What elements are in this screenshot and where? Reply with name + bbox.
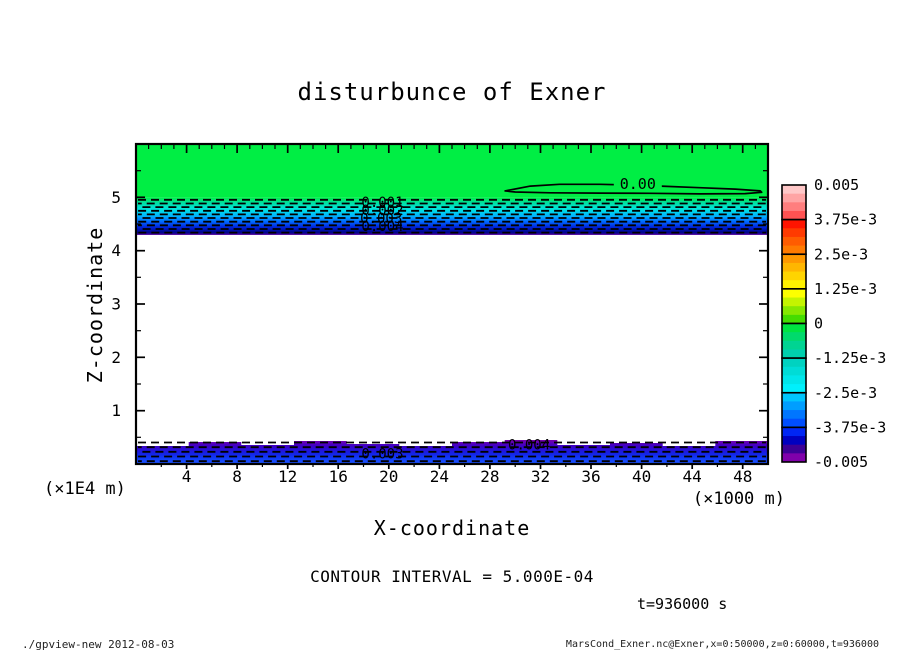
z-tick-label: 5 xyxy=(111,188,121,207)
z-axis-title: Z-coordinate xyxy=(83,226,107,384)
contour-label: 0.004 xyxy=(361,219,403,235)
colorbar-step xyxy=(782,219,806,229)
colorbar-step xyxy=(782,228,806,238)
contour-interval-note: CONTOUR INTERVAL = 5.000E-04 xyxy=(310,567,594,586)
colorbar-step xyxy=(782,349,806,359)
colorbar-step xyxy=(782,453,806,463)
colorbar-label: 2.5e-3 xyxy=(814,245,868,263)
colorbar-label: -1.25e-3 xyxy=(814,349,886,367)
colorbar-step xyxy=(782,418,806,428)
z-tick-label: 1 xyxy=(111,401,121,420)
colorbar-step xyxy=(782,185,806,195)
z-tick-label: 3 xyxy=(111,295,121,314)
x-tick-label: 44 xyxy=(683,467,702,486)
x-tick-label: 16 xyxy=(329,467,348,486)
colorbar-label: -0.005 xyxy=(814,453,868,471)
colorbar-step xyxy=(782,384,806,394)
footer-source: MarsCond_Exner.nc@Exner,x=0:50000,z=0:60… xyxy=(565,639,879,650)
colorbar-step xyxy=(782,314,806,324)
colorbar-step xyxy=(782,410,806,420)
colorbar-label: -3.75e-3 xyxy=(814,418,886,436)
colorbar-step xyxy=(782,271,806,281)
x-tick-label: 32 xyxy=(531,467,550,486)
colorbar-step xyxy=(782,202,806,212)
colorbar-step xyxy=(782,297,806,307)
colorbar-step xyxy=(782,280,806,290)
x-tick-label: 28 xyxy=(480,467,499,486)
contour-label: 0.002 xyxy=(361,203,403,219)
x-tick-label: 12 xyxy=(278,467,297,486)
band-lower-negative-gradient xyxy=(136,440,768,464)
colorbar-step xyxy=(782,306,806,316)
x-axis-unit: (×1000 m) xyxy=(692,489,785,509)
colorbar-step xyxy=(782,210,806,221)
x-tick-label: 48 xyxy=(733,467,752,486)
colorbar-step xyxy=(782,436,806,446)
colorbar-step xyxy=(782,427,806,437)
x-tick-label: 8 xyxy=(232,467,242,486)
footer-command: ./gpview-new 2012-08-03 xyxy=(22,638,175,651)
colorbar-step xyxy=(782,340,806,350)
colorbar-cell xyxy=(781,426,807,463)
colorbar-label: 0.005 xyxy=(814,176,859,194)
x-tick-label: 24 xyxy=(430,467,449,486)
contour-label: 0.003 xyxy=(360,211,402,227)
contour-label: 0.004 xyxy=(508,438,550,454)
colorbar-step xyxy=(782,288,806,299)
colorbar-step xyxy=(782,236,806,247)
colorbar-step xyxy=(782,392,806,402)
colorbar-step xyxy=(782,323,806,333)
x-tick-label: 4 xyxy=(182,467,192,486)
colorbar-step xyxy=(782,332,806,342)
colorbar-label: 0 xyxy=(814,315,823,333)
page-title: disturbunce of Exner xyxy=(297,78,607,106)
colorbar-step xyxy=(782,193,806,203)
zero-contour-label: 0.00 xyxy=(620,175,656,193)
colorbar-step xyxy=(782,444,806,454)
colorbar-label: 3.75e-3 xyxy=(814,211,877,229)
z-axis-unit: (×1E4 m) xyxy=(44,479,126,499)
colorbar-step xyxy=(782,245,806,255)
colorbar-step xyxy=(782,262,806,273)
contour-label: 0.001 xyxy=(361,195,403,211)
x-axis-title: X-coordinate xyxy=(373,516,531,540)
colorbar-step xyxy=(782,254,806,264)
colorbar-step xyxy=(782,375,806,385)
time-note: t=936000 s xyxy=(637,595,728,613)
x-tick-label: 20 xyxy=(379,467,398,486)
colorbar-label: 1.25e-3 xyxy=(814,280,877,298)
contour-label: 0.003 xyxy=(361,447,403,463)
zero-contour-label-mask xyxy=(613,176,662,192)
x-tick-label: 40 xyxy=(632,467,651,486)
plot-frame xyxy=(134,142,770,466)
zero-contour-line xyxy=(504,183,763,195)
colorbar-label: -2.5e-3 xyxy=(814,384,877,402)
z-tick-label: 2 xyxy=(111,348,121,367)
colorbar-step xyxy=(782,401,806,411)
colorbar-step xyxy=(782,358,806,368)
x-tick-label: 36 xyxy=(581,467,600,486)
z-tick-label: 4 xyxy=(111,241,121,260)
colorbar-step xyxy=(782,366,806,376)
band-upper-near-zero-green xyxy=(136,144,768,198)
